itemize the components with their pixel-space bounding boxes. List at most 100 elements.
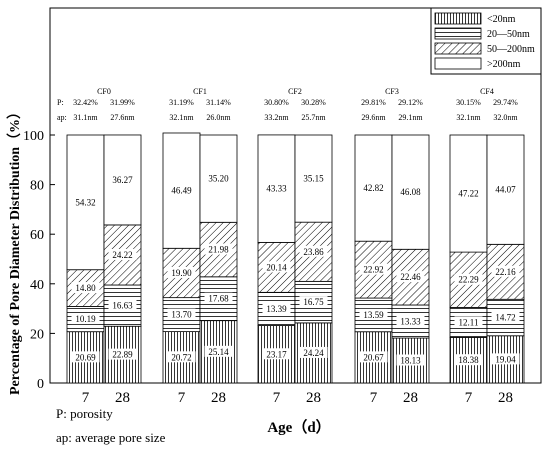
legend-entry: 20—50nm: [487, 29, 530, 40]
data-label: 20.14: [266, 262, 287, 272]
data-label-bg: [71, 196, 100, 208]
data-label-bg: [108, 299, 137, 311]
data-label: 12.11: [459, 317, 479, 327]
porosity-value: 31.19%: [169, 98, 194, 107]
data-label-bg: [167, 184, 196, 196]
data-label-bg: [262, 261, 291, 273]
data-label-bg: [262, 302, 291, 314]
data-label: 23.17: [266, 349, 287, 359]
ap-value: 33.2nm: [264, 113, 289, 122]
porosity-note: P: porosity: [56, 406, 113, 421]
legend-swatch: [434, 57, 482, 70]
group-label-cf1: CF1: [193, 87, 207, 96]
porosity-value: 30.80%: [264, 98, 289, 107]
data-label: 21.98: [208, 245, 229, 255]
data-label-bg: [71, 282, 100, 294]
data-label: 17.68: [208, 294, 229, 304]
group-label-cf2: CF2: [288, 87, 302, 96]
ap-value: 32.1nm: [456, 113, 481, 122]
data-label: 19.90: [171, 268, 192, 278]
data-label-bg: [262, 182, 291, 194]
data-label: 25.14: [208, 347, 229, 357]
data-label-bg: [204, 292, 233, 304]
data-label-bg: [262, 348, 291, 360]
group-label-cf4: CF4: [480, 87, 494, 96]
porosity-row-label: P:: [57, 98, 64, 107]
ap-value: 32.0nm: [493, 113, 518, 122]
x-axis-label: Age（d）: [267, 418, 330, 436]
x-tick-label: 7: [465, 390, 473, 406]
data-label: 16.75: [303, 297, 324, 307]
data-label-bg: [167, 308, 196, 320]
y-tick-label: 80: [30, 179, 44, 194]
data-label: 22.89: [112, 350, 133, 360]
data-label-bg: [108, 348, 137, 360]
x-tick-label: 28: [211, 390, 226, 406]
data-label-bg: [359, 351, 388, 363]
data-label-bg: [454, 187, 483, 199]
data-label: 13.33: [400, 317, 421, 327]
data-label: 20.69: [75, 352, 96, 362]
data-label: 20.67: [363, 352, 384, 362]
data-label-bg: [299, 296, 328, 308]
data-label-bg: [108, 173, 137, 185]
legend-swatch: [434, 27, 482, 40]
data-label: 14.72: [495, 313, 515, 323]
y-tick-label: 100: [23, 129, 44, 144]
data-label: 18.38: [458, 355, 479, 365]
y-tick-label: 40: [30, 278, 44, 293]
y-tick-label: 0: [37, 377, 44, 392]
data-label: 42.82: [363, 183, 383, 193]
data-label-bg: [71, 313, 100, 325]
porosity-value: 29.12%: [398, 98, 423, 107]
x-tick-label: 7: [273, 390, 281, 406]
data-label-bg: [454, 354, 483, 366]
ap-value: 25.7nm: [301, 113, 326, 122]
data-label: 44.07: [495, 185, 516, 195]
y-tick-label: 20: [30, 327, 44, 342]
data-label-bg: [204, 345, 233, 357]
data-label: 18.13: [400, 356, 421, 366]
data-label: 43.33: [266, 184, 287, 194]
ap-row-label: ap:: [57, 113, 67, 122]
data-label: 22.92: [363, 265, 383, 275]
data-label-bg: [299, 346, 328, 358]
data-label-bg: [396, 315, 425, 327]
ap-value: 29.1nm: [398, 113, 423, 122]
data-label-bg: [454, 316, 483, 328]
porosity-value: 31.14%: [206, 98, 231, 107]
legend-entry: <20nm: [487, 14, 516, 25]
data-label-bg: [108, 248, 137, 260]
x-tick-label: 7: [82, 390, 90, 406]
data-label: 13.70: [171, 310, 192, 320]
porosity-value: 30.28%: [301, 98, 326, 107]
data-label-bg: [491, 265, 520, 277]
legend-entry: >200nm: [487, 59, 521, 70]
data-label-bg: [299, 172, 328, 184]
x-tick-label: 28: [115, 390, 130, 406]
data-label: 54.32: [75, 197, 95, 207]
data-label-bg: [204, 172, 233, 184]
data-label-bg: [396, 354, 425, 366]
data-label: 36.27: [112, 175, 133, 185]
data-label: 19.04: [495, 354, 516, 364]
data-label: 10.19: [75, 314, 96, 324]
data-label-bg: [299, 245, 328, 257]
ap-value: 27.6nm: [110, 113, 135, 122]
data-label: 47.22: [458, 189, 478, 199]
legend-entry: 50—200nm: [487, 44, 535, 55]
data-label: 23.86: [303, 247, 324, 257]
data-label-bg: [491, 311, 520, 323]
x-tick-label: 28: [403, 390, 418, 406]
data-label-bg: [167, 351, 196, 363]
data-label-bg: [359, 263, 388, 275]
data-label: 13.59: [363, 310, 384, 320]
group-label-cf0: CF0: [97, 87, 111, 96]
data-label-bg: [396, 271, 425, 283]
data-label-bg: [491, 183, 520, 195]
ap-value: 31.1nm: [73, 113, 98, 122]
data-label-bg: [71, 351, 100, 363]
data-label: 35.15: [303, 174, 324, 184]
y-axis-label: Percentage of Pore Diameter Distribution…: [7, 105, 23, 395]
